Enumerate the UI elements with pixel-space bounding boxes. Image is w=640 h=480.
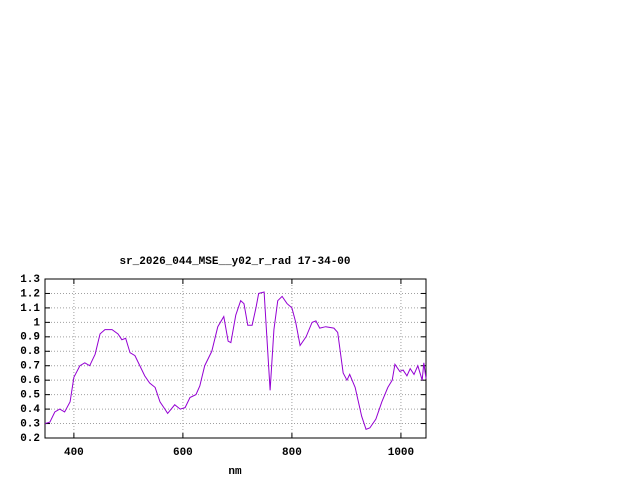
y-tick-label: 0.2 [20, 433, 40, 445]
x-tick-label: 800 [282, 447, 302, 459]
y-tick-label: 0.6 [20, 375, 40, 387]
y-tick-label: 1.2 [20, 288, 40, 300]
y-tick-label: 0.4 [20, 404, 40, 416]
y-tick-label: 1.1 [20, 303, 40, 315]
y-tick-label: 1 [33, 317, 40, 329]
x-axis-label: nm [228, 466, 242, 478]
chart-title: sr_2026_044_MSE__y02_r_rad 17-34-00 [119, 256, 350, 268]
y-tick-label: 0.8 [20, 346, 40, 358]
x-tick-label: 1000 [388, 447, 414, 459]
y-tick-label: 0.9 [20, 332, 40, 344]
x-tick-label: 400 [64, 447, 84, 459]
x-tick-label: 600 [173, 447, 193, 459]
data-line [44, 291, 427, 430]
y-tick-label: 0.3 [20, 418, 40, 430]
y-tick-label: 0.5 [20, 390, 40, 402]
y-tick-label: 0.7 [20, 361, 40, 373]
plot-border [44, 278, 427, 439]
y-tick-label: 1.3 [20, 274, 40, 286]
